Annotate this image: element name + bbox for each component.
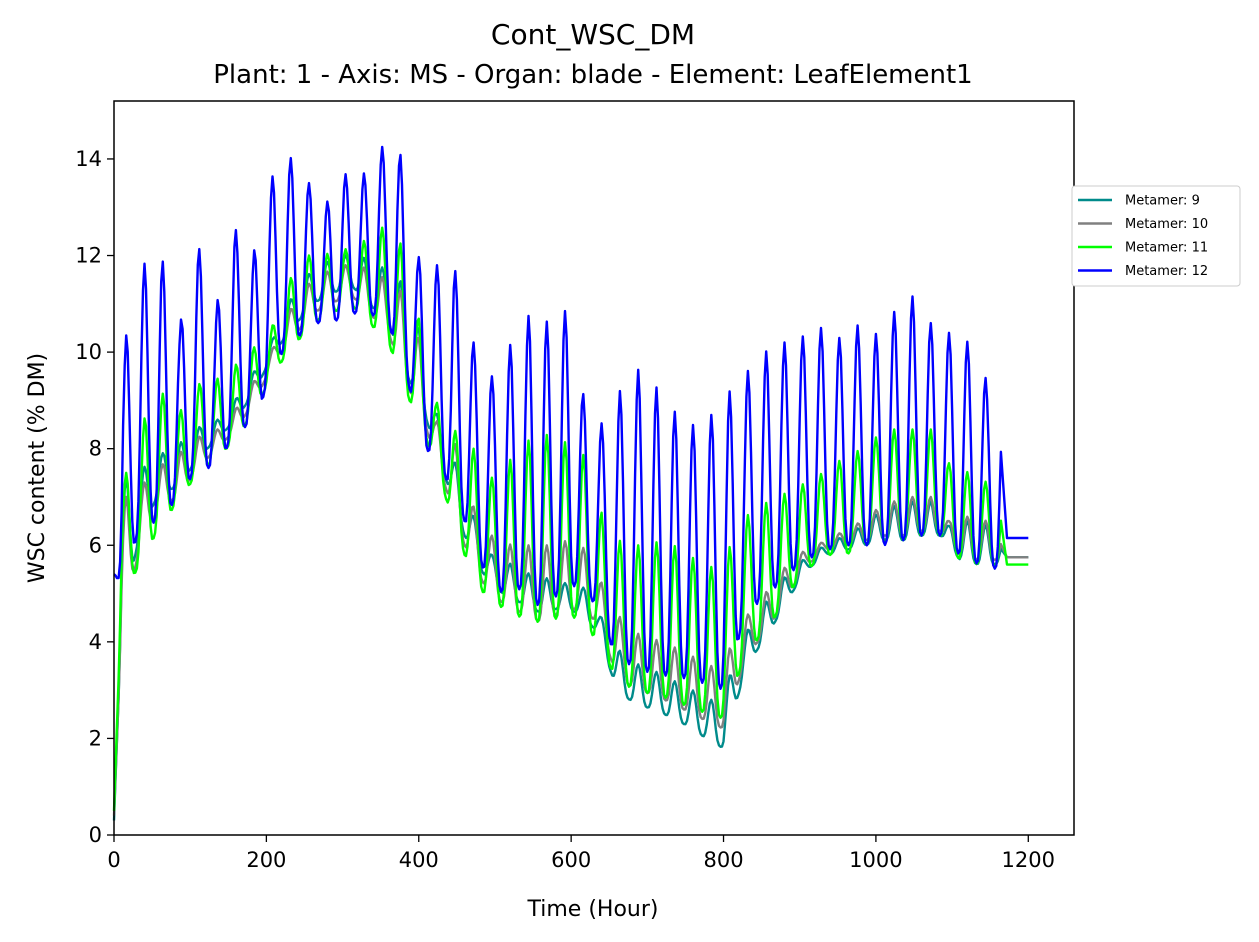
x-tick-label: 200 — [246, 848, 286, 872]
x-axis-label: Time (Hour) — [527, 897, 659, 922]
series-layer — [112, 145, 1029, 821]
x-tick-label: 400 — [399, 848, 439, 872]
y-tick-label: 8 — [89, 437, 102, 461]
legend-box — [1071, 185, 1241, 287]
y-ticks: 0 2 4 6 8 10 12 14 — [75, 147, 114, 847]
series-line-4 — [113, 145, 1029, 690]
legend: Metamer: 9 Metamer: 10 Metamer: 11 Metamer:… — [1071, 185, 1241, 287]
x-tick-label: 800 — [703, 848, 743, 872]
y-tick-label: 12 — [75, 244, 102, 268]
y-tick-label: 0 — [89, 823, 102, 847]
legend-label: Metamer: 12 — [1125, 264, 1208, 279]
y-tick-label: 4 — [89, 630, 102, 654]
x-tick-label: 600 — [551, 848, 591, 872]
chart-subtitle: Plant: 1 - Axis: MS - Organ: blade - Ele… — [213, 60, 972, 90]
y-tick-label: 14 — [75, 147, 102, 171]
x-tick-label: 0 — [107, 848, 120, 872]
y-tick-label: 2 — [89, 726, 102, 750]
legend-label: Metamer: 11 — [1125, 241, 1208, 256]
legend-label: Metamer: 9 — [1125, 194, 1200, 209]
plot-frame — [113, 100, 1075, 836]
y-tick-label: 10 — [75, 340, 102, 364]
x-tick-label: 1200 — [1002, 848, 1055, 872]
legend-label: Metamer: 10 — [1125, 217, 1208, 232]
chart-title: Cont_WSC_DM — [491, 18, 695, 51]
x-ticks: 0 200 400 600 800 1000 1200 — [107, 835, 1055, 872]
y-tick-label: 6 — [89, 533, 102, 557]
y-axis-label: WSC content (% DM) — [25, 353, 50, 583]
x-tick-label: 1000 — [849, 848, 902, 872]
